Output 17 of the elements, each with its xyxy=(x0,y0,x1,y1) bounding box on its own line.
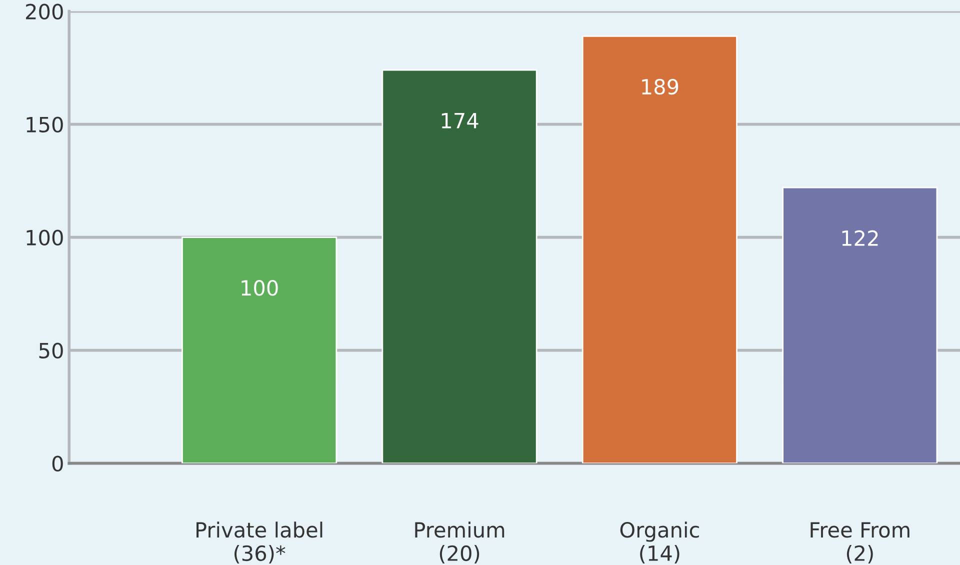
data-label: 122 xyxy=(842,230,878,246)
bar xyxy=(582,35,738,464)
bar xyxy=(182,236,338,464)
y-tick-label: 100 xyxy=(26,230,63,246)
bar xyxy=(382,69,538,464)
x-tick-label: Private label (36)* xyxy=(196,522,322,564)
y-tick-label: 200 xyxy=(26,4,63,20)
x-tick-label: Free From (2) xyxy=(810,522,910,564)
y-tick-label: 0 xyxy=(52,456,63,472)
x-tick-label: Organic (14) xyxy=(620,522,699,564)
y-tick-label: 50 xyxy=(39,342,63,359)
y-tick-label: 150 xyxy=(26,116,63,133)
data-label: 100 xyxy=(242,280,278,296)
data-label: 174 xyxy=(442,113,478,128)
data-label: 189 xyxy=(642,78,678,95)
bar xyxy=(782,186,938,464)
x-tick-label: Premium (20) xyxy=(415,522,504,564)
